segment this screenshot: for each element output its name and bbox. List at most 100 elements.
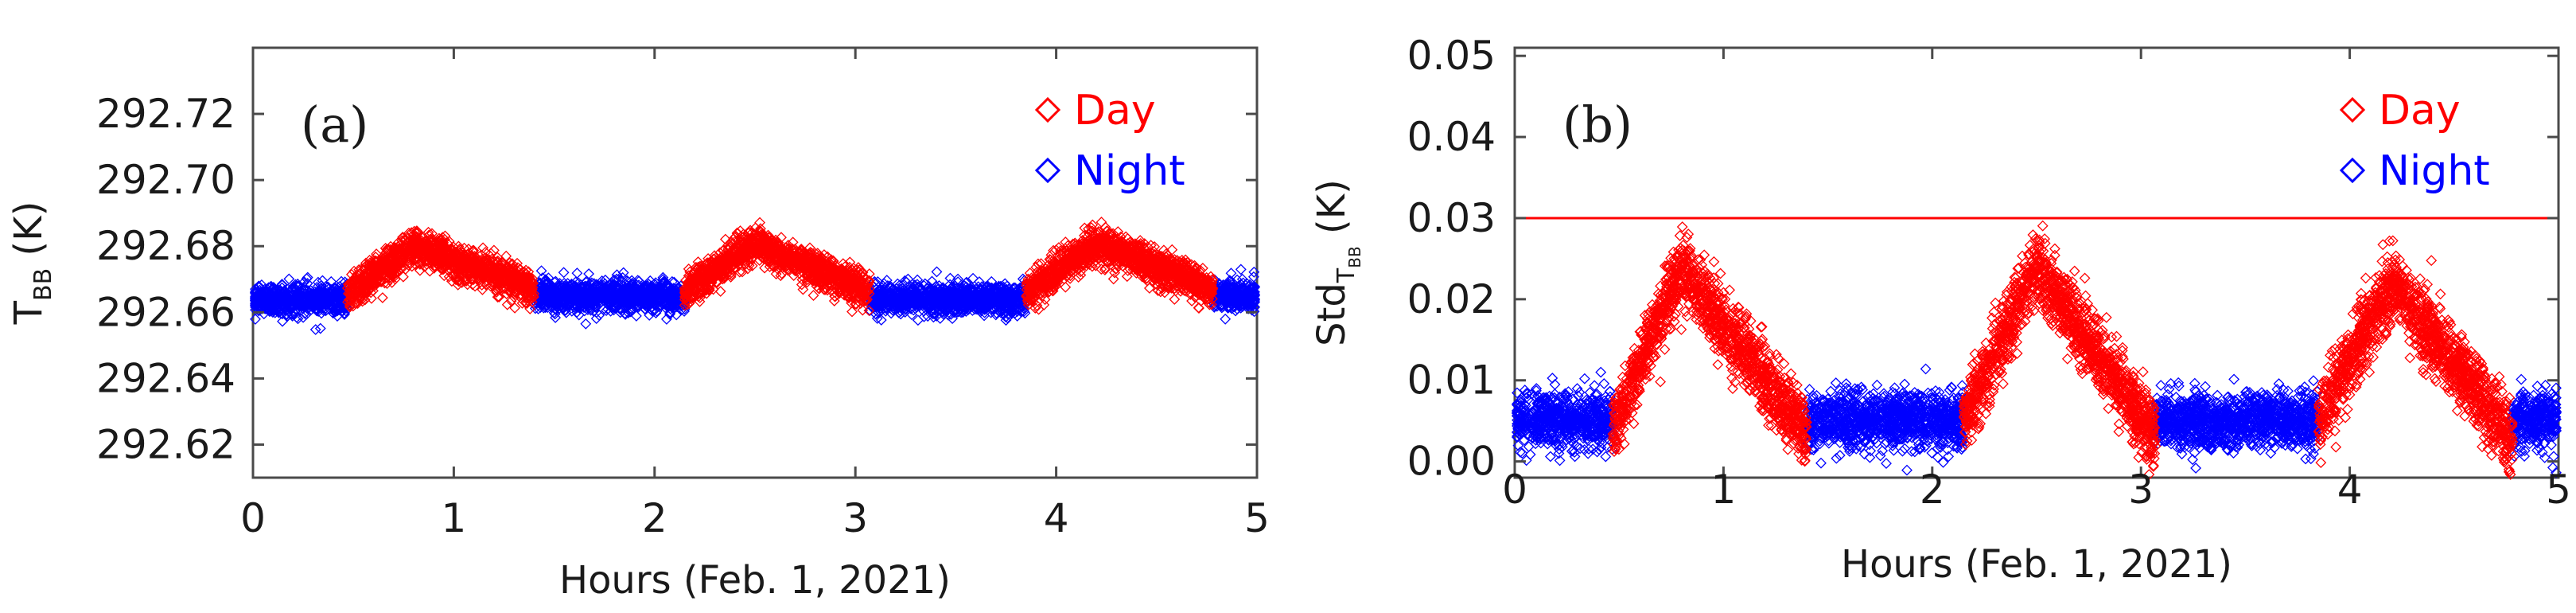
data-point-night xyxy=(309,324,321,335)
data-point-night xyxy=(627,281,639,293)
data-point-night xyxy=(1235,264,1247,275)
data-point-night xyxy=(611,297,623,309)
data-point-night xyxy=(314,296,326,307)
data-point-night xyxy=(578,305,590,317)
data-point-night xyxy=(639,283,651,295)
data-point-night xyxy=(555,295,566,307)
data-point-night xyxy=(620,308,632,320)
data-point-night xyxy=(560,306,572,318)
data-point-night xyxy=(635,292,647,304)
data-point-night xyxy=(250,287,261,299)
data-point-night xyxy=(617,271,628,283)
data-point-night xyxy=(276,297,288,309)
data-point-night xyxy=(633,288,645,300)
data-point-night xyxy=(649,299,661,311)
data-point-night xyxy=(658,275,670,287)
data-point-night xyxy=(658,295,670,306)
data-point-night xyxy=(644,309,656,321)
data-point-night xyxy=(283,273,295,285)
data-point-night xyxy=(579,290,591,302)
data-point-night xyxy=(646,286,657,298)
data-point-night xyxy=(601,305,613,317)
data-point-night xyxy=(323,299,334,311)
data-point-night xyxy=(593,293,605,304)
data-point-night xyxy=(931,266,943,278)
data-point-night xyxy=(548,291,560,303)
data-point-night xyxy=(608,293,620,305)
data-point-night xyxy=(1220,313,1232,325)
data-point-night xyxy=(293,295,305,307)
data-point-night xyxy=(250,297,261,309)
data-point-night xyxy=(321,292,333,304)
data-point-night xyxy=(558,282,570,294)
data-point-night xyxy=(571,267,583,279)
data-point-day xyxy=(488,244,500,256)
data-point-night xyxy=(570,290,582,302)
data-point-night xyxy=(590,313,602,325)
data-point-night xyxy=(630,310,642,322)
data-point-night xyxy=(645,281,657,293)
data-point-night xyxy=(593,287,605,299)
data-point-night xyxy=(632,275,644,287)
data-point-night xyxy=(283,300,295,312)
data-point-night xyxy=(558,304,570,316)
data-point-night xyxy=(301,273,313,285)
data-point-night xyxy=(669,290,681,302)
data-point-night xyxy=(613,291,624,303)
data-point-night xyxy=(298,276,310,288)
data-point-night xyxy=(314,322,326,334)
data-point-night xyxy=(535,302,547,314)
panel-a-data-points xyxy=(250,217,1260,335)
data-point-night xyxy=(310,303,322,314)
data-point-night xyxy=(628,288,640,300)
data-point-night xyxy=(565,295,577,307)
data-point-night xyxy=(333,282,344,294)
data-point-night xyxy=(576,295,588,306)
data-point-night xyxy=(535,265,547,277)
data-point-night xyxy=(339,308,350,320)
data-point-night xyxy=(251,297,263,309)
data-point-night xyxy=(664,306,676,318)
data-point-night xyxy=(614,302,626,314)
data-point-night xyxy=(652,283,663,295)
data-point-night xyxy=(656,286,668,297)
data-point-night xyxy=(563,285,575,297)
data-point-night xyxy=(667,283,679,295)
data-point-night xyxy=(678,299,690,311)
data-point-night xyxy=(569,280,581,292)
data-point-night xyxy=(321,287,333,299)
data-point-night xyxy=(581,275,593,287)
data-point-night xyxy=(649,304,661,316)
data-point-night xyxy=(636,297,648,309)
data-point-night xyxy=(608,295,620,306)
data-point-night xyxy=(317,275,329,287)
data-point-night xyxy=(288,285,300,297)
data-point-night xyxy=(611,281,623,293)
data-point-night xyxy=(576,288,588,300)
data-point-night xyxy=(319,297,331,309)
data-point-night xyxy=(601,298,613,310)
data-point-night xyxy=(551,286,563,298)
data-point-night xyxy=(553,291,565,303)
data-point-night xyxy=(571,302,583,314)
data-point-night xyxy=(551,297,562,309)
data-point-night xyxy=(657,271,669,283)
data-point-night xyxy=(299,293,311,305)
data-point-night xyxy=(559,297,571,309)
data-point-day xyxy=(807,290,819,302)
data-point-night xyxy=(267,282,279,294)
panel-a-plot-frame xyxy=(251,46,1259,479)
data-point-night xyxy=(272,305,284,317)
data-point-night xyxy=(264,289,276,301)
data-point-night xyxy=(621,295,632,307)
data-point-night xyxy=(605,287,617,299)
data-point-night xyxy=(312,287,324,299)
data-point-night xyxy=(652,289,663,300)
data-point-night xyxy=(622,306,634,318)
data-point-night xyxy=(611,269,623,281)
data-point-night xyxy=(558,267,570,279)
data-point-night xyxy=(671,294,682,306)
data-point-night xyxy=(291,311,302,323)
